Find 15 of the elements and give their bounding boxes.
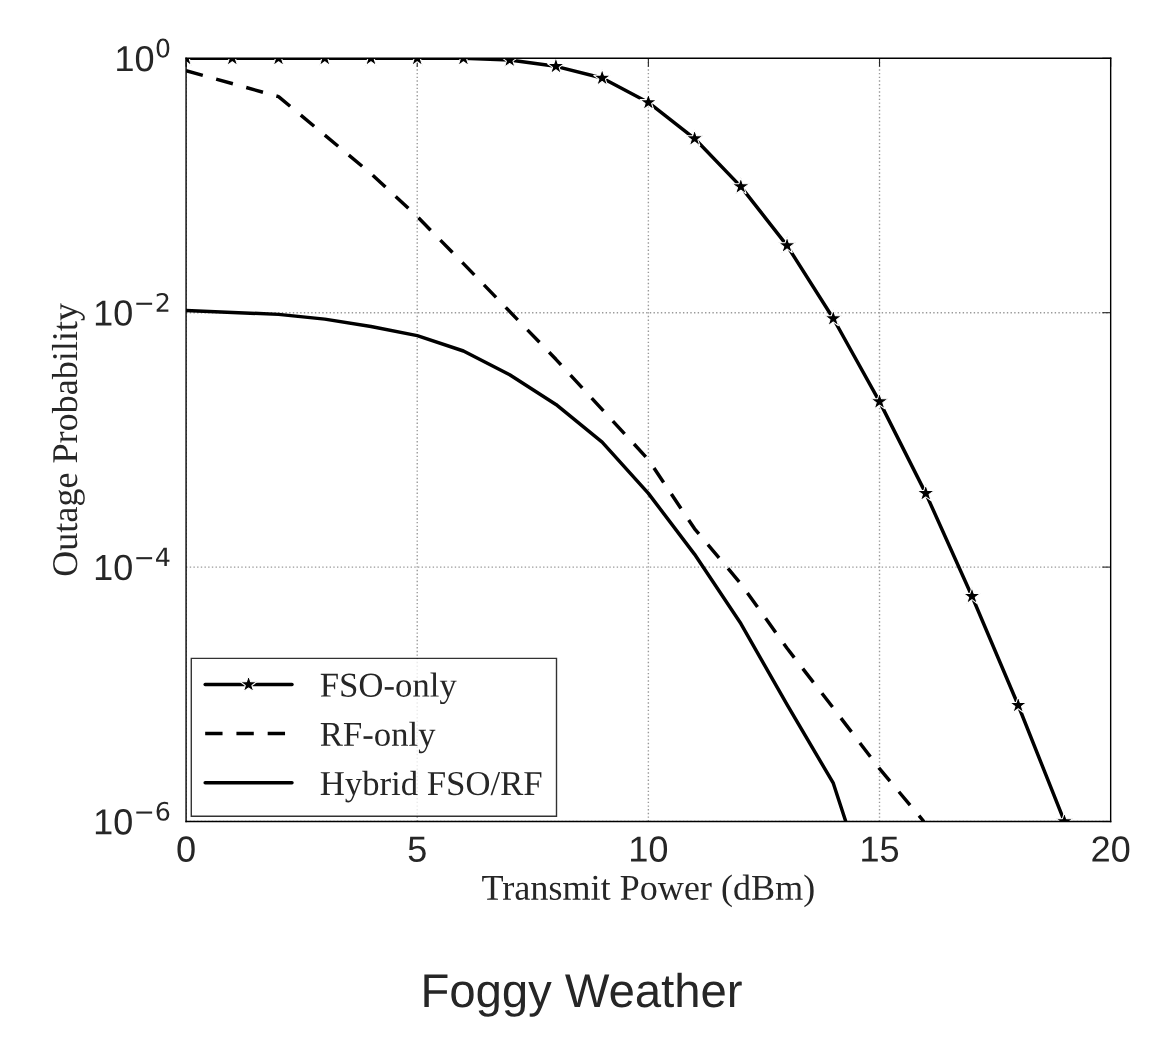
x-tick-label: 20 xyxy=(1092,836,1130,862)
y-tick-label: 10$^{0}$ xyxy=(117,38,170,72)
x-tick-label: 5 xyxy=(408,836,426,862)
legend-label: RF-only xyxy=(320,721,436,754)
x-axis-title: Transmit Power (dBm) xyxy=(482,874,814,908)
legend-label: FSO-only xyxy=(320,672,457,705)
y-tick-label: 10$^{−4}$ xyxy=(95,547,170,581)
text: Foggy Weather xyxy=(424,972,742,1017)
x-tick-label: 10 xyxy=(631,836,668,862)
x-tick-label: 0 xyxy=(177,836,195,862)
y-tick-label: 10$^{−6}$ xyxy=(95,801,170,835)
legend-label: Hybrid FSO/RF xyxy=(320,770,542,803)
y-tick-label: 10$^{−2}$ xyxy=(95,292,169,326)
y-axis-title: Outage Probability xyxy=(51,303,85,576)
x-tick-label: 15 xyxy=(862,836,899,862)
